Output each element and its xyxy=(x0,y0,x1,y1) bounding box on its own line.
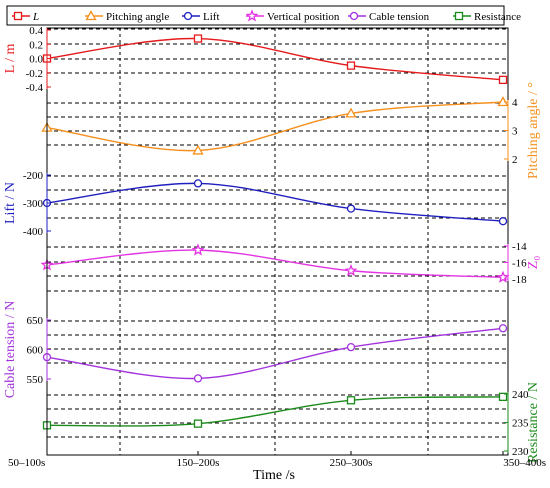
cable-tension-y-tick-label: 550 xyxy=(27,374,44,386)
cable-tension-y-tick-label: 600 xyxy=(27,345,44,357)
vertical-position-point xyxy=(191,243,205,256)
resistance-y-tick-label: 230 xyxy=(512,446,529,458)
l-series-line xyxy=(46,37,504,81)
legend-label-cable-tension: Cable tension xyxy=(369,11,430,23)
vertical-position-point xyxy=(496,270,510,283)
resistance-y-axis-label: Resistance / N xyxy=(526,382,541,463)
lift-y-tick-label: -300 xyxy=(23,198,44,210)
l-y-tick-label: -0.2 xyxy=(26,68,43,80)
vertical-position-y-axis-label: Z₀ xyxy=(526,256,541,270)
legend-label-lift: Lift xyxy=(203,11,220,23)
legend-marker-resistance xyxy=(454,11,464,21)
resistance-point xyxy=(346,396,356,405)
l-y-tick-label: 0.4 xyxy=(29,25,43,37)
cable-tension-y-axis-label: Cable tension / N xyxy=(3,301,18,399)
l-y-tick-label: 0.2 xyxy=(29,39,43,51)
resistance-point xyxy=(193,419,203,428)
lift-y-axis-label: Lift / N xyxy=(3,182,18,224)
pitching-angle-point xyxy=(192,144,204,155)
legend-marker-l xyxy=(13,11,23,21)
l-point xyxy=(193,34,203,43)
cable-tension-y-tick-label: 650 xyxy=(27,315,44,327)
cable-tension-point xyxy=(193,374,203,383)
legend-marker-cable-tension xyxy=(349,11,359,21)
x-tick-label: 50–100s xyxy=(8,457,45,469)
pitching-angle-point xyxy=(345,107,357,118)
grid-layer xyxy=(47,28,508,455)
vertical-position-y-tick-label: -14 xyxy=(512,241,527,253)
x-tick-label: 350–400s xyxy=(503,457,546,469)
legend-label-resistance: Resistance xyxy=(474,11,521,23)
l-y-tick-label: -0.4 xyxy=(26,82,44,94)
legend-marker-pitching-angle xyxy=(85,10,97,21)
legend-label-vertical-position: Vertical position xyxy=(267,11,340,23)
legend-marker-vertical-position xyxy=(245,9,259,22)
resistance-series-line xyxy=(46,396,504,427)
plot-frame xyxy=(46,27,509,456)
l-point xyxy=(498,75,508,85)
lift-point xyxy=(498,217,508,226)
l-y-tick-label: 0.0 xyxy=(29,54,43,66)
l-y-axis-label: L / m xyxy=(3,43,18,73)
resistance-point xyxy=(498,392,508,402)
cable-tension-series-line xyxy=(46,327,504,380)
vertical-position-y-tick-label: -18 xyxy=(512,274,527,286)
x-tick-label: 250–300s xyxy=(330,457,373,469)
cable-tension-point xyxy=(346,342,356,352)
pitching-angle-series-line xyxy=(46,101,504,152)
pitching-angle-y-axis-label: Pitching angle / ° xyxy=(526,82,541,179)
vertical-position-point xyxy=(344,264,358,277)
lift-series-line xyxy=(46,182,504,222)
pitching-angle-y-tick-label: 2 xyxy=(512,154,518,166)
lift-y-tick-label: -200 xyxy=(23,170,44,182)
pitching-angle-y-tick-label: 3 xyxy=(512,126,518,138)
vertical-position-y-tick-label: -16 xyxy=(512,258,527,270)
pitching-angle-y-tick-label: 4 xyxy=(512,97,518,109)
axes-layer: 0.4 0.2 0.0 -0.2 -0.4 L / m 4 3 2 Pitching angle … xyxy=(3,25,546,469)
legend-label-l: L xyxy=(32,11,39,23)
legend-marker-lift xyxy=(183,11,193,21)
resistance-y-tick-label: 235 xyxy=(512,418,529,430)
legend: L Pitching angle Lift Vertical position Cabl… xyxy=(6,5,521,26)
x-tick-label: 150–200s xyxy=(177,457,220,469)
resistance-y-tick-label: 240 xyxy=(512,389,529,401)
legend-label-pitching-angle: Pitching angle xyxy=(106,11,169,23)
lift-point xyxy=(346,204,356,213)
lift-y-tick-label: -400 xyxy=(23,226,44,238)
l-point xyxy=(346,61,356,70)
cable-tension-point xyxy=(498,324,508,333)
x-axis-label: Time /s xyxy=(253,468,295,483)
lift-point xyxy=(193,179,203,188)
vertical-position-series-line xyxy=(46,249,504,279)
